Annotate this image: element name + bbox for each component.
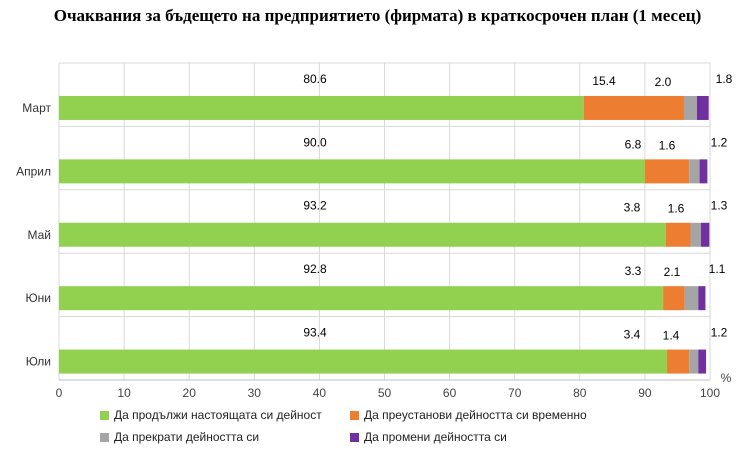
x-tick-label: 90 <box>638 386 652 400</box>
category-label: Юни <box>26 291 51 305</box>
data-label: 15.4 <box>592 74 616 88</box>
category-label: Април <box>16 164 51 178</box>
bar-segment <box>700 222 710 247</box>
data-label: 1.6 <box>668 202 685 216</box>
x-tick-label: 30 <box>248 386 262 400</box>
data-label: 3.8 <box>624 201 641 215</box>
bar-segment <box>583 95 684 120</box>
data-label: 3.3 <box>625 264 642 278</box>
data-label: 1.4 <box>663 328 680 342</box>
data-label: 80.6 <box>303 72 327 86</box>
bar-segment <box>59 286 664 311</box>
legend-label-continue: Да продължи настоящата си дейност <box>114 408 322 422</box>
bar-segment <box>59 222 666 247</box>
bar-segment <box>667 349 690 374</box>
x-tick-label: 60 <box>443 386 457 400</box>
data-label: 93.4 <box>303 325 327 339</box>
data-label: 2.0 <box>655 75 672 89</box>
category-label: Март <box>22 101 51 115</box>
data-label: 1.8 <box>716 72 733 86</box>
x-tick-label: 100 <box>700 386 720 400</box>
legend-label-terminate: Да прекрати дейността си <box>114 430 260 444</box>
data-label: 92.8 <box>303 262 327 276</box>
x-tick-label: 80 <box>573 386 587 400</box>
data-label: 3.4 <box>624 327 641 341</box>
legend-swatch-continue <box>100 410 109 420</box>
bar-segment <box>59 95 584 120</box>
stacked-bar-chart: 0 10 20 30 40 50 60 70 80 90 100% Март 80.6 15.4 2.0 1.… <box>16 62 733 400</box>
bar-segment <box>698 286 706 311</box>
data-label: 2.1 <box>664 265 681 279</box>
bar-segment <box>696 95 709 120</box>
legend-swatch-suspend <box>350 410 359 420</box>
legend-swatch-terminate <box>100 432 109 442</box>
bar-segment <box>683 95 697 120</box>
data-label: 1.2 <box>711 325 728 339</box>
bar-segment <box>684 286 699 311</box>
bar-segment <box>699 159 708 184</box>
chart-legend: Да продължи настоящата си дейност Да пре… <box>100 408 660 444</box>
data-label: 93.2 <box>303 199 327 213</box>
data-label: 1.3 <box>711 199 728 213</box>
x-tick-label: 50 <box>378 386 392 400</box>
x-tick-label: 40 <box>313 386 327 400</box>
legend-label-suspend: Да преустанови дейността си временно <box>364 408 587 422</box>
bar-segment <box>59 159 645 184</box>
legend-swatch-change <box>350 432 359 442</box>
legend-item-change: Да промени дейността си <box>350 430 650 444</box>
legend-item-suspend: Да преустанови дейността си временно <box>350 408 650 422</box>
bar-segment <box>689 349 699 374</box>
legend-label-change: Да промени дейността си <box>364 430 507 444</box>
bar-segment <box>689 159 700 184</box>
bar-segment <box>690 222 701 247</box>
bar-segment <box>59 349 668 374</box>
data-label: 1.2 <box>711 135 728 149</box>
bar-segment <box>665 222 691 247</box>
bar-segment <box>698 349 707 374</box>
legend-item-continue: Да продължи настоящата си дейност <box>100 408 350 422</box>
x-axis-unit: % <box>721 371 732 385</box>
bar-segment <box>663 286 685 311</box>
category-label: Май <box>27 228 51 242</box>
data-label: 6.8 <box>625 137 642 151</box>
data-label: 90.0 <box>303 135 327 149</box>
bar-segment <box>644 159 690 184</box>
category-label: Юли <box>26 355 51 369</box>
chart-title: Очаквания за бъдещето на предприятието (… <box>53 6 702 25</box>
x-tick-label: 0 <box>56 386 63 400</box>
legend-item-terminate: Да прекрати дейността си <box>100 430 350 444</box>
data-label: 1.6 <box>659 138 676 152</box>
data-label: 1.1 <box>709 262 726 276</box>
x-tick-label: 20 <box>183 386 197 400</box>
x-tick-label: 70 <box>508 386 522 400</box>
x-tick-label: 10 <box>117 386 131 400</box>
